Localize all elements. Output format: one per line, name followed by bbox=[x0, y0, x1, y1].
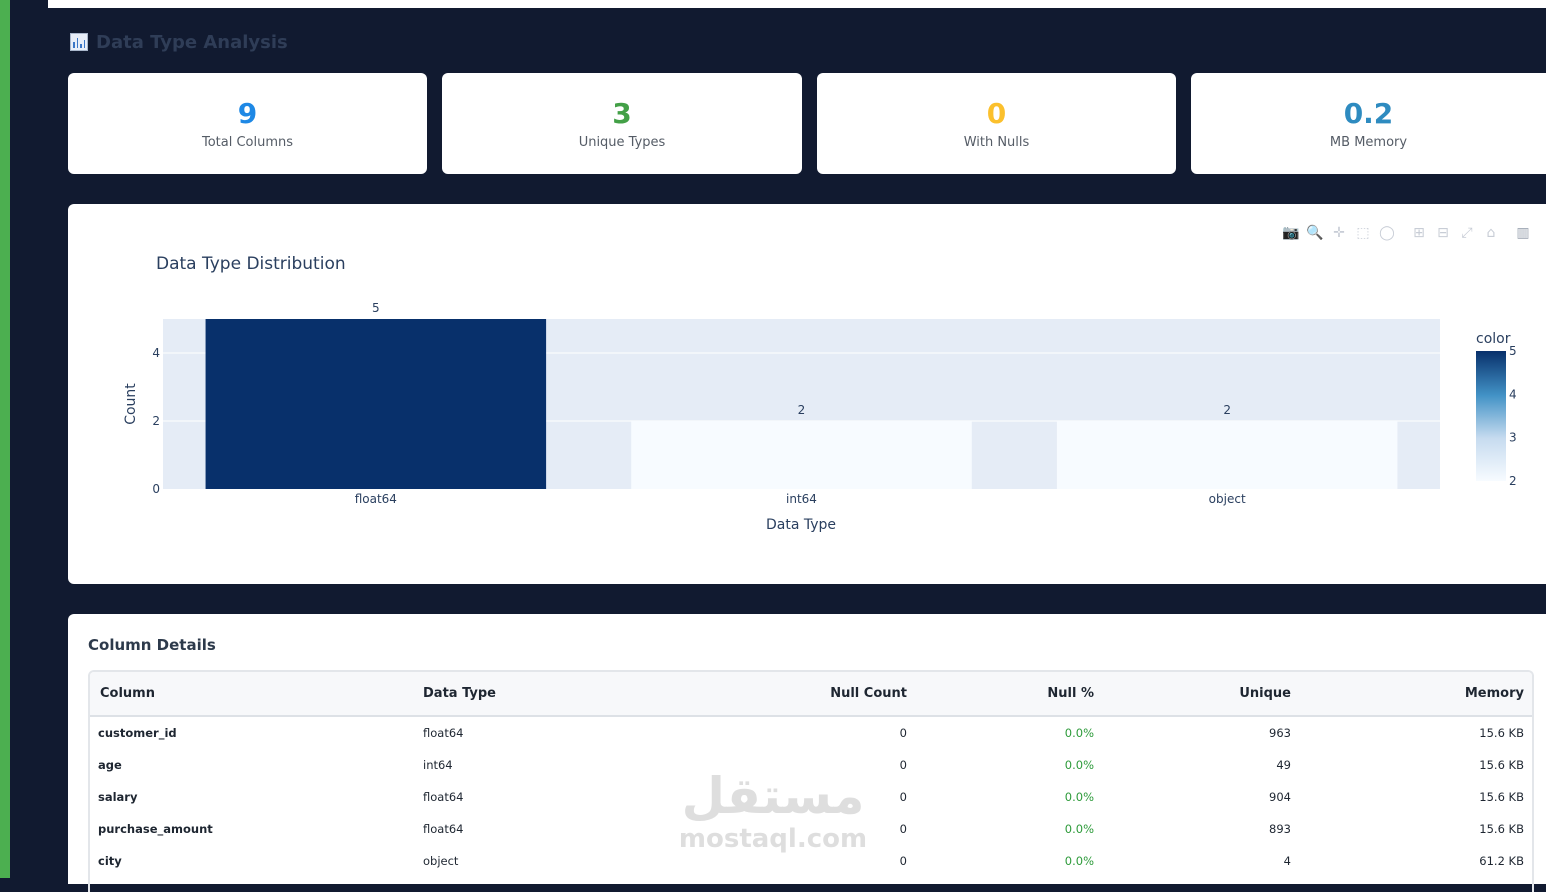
zoom-icon[interactable]: 🔍 bbox=[1306, 225, 1324, 241]
table-row: city object 0 0.0% 4 61.2 KB bbox=[90, 845, 1532, 877]
table-container: Column Data Type Null Count Null % Uniqu… bbox=[88, 670, 1534, 892]
top-panel-edge bbox=[48, 0, 1546, 8]
x-tick-label: int64 bbox=[786, 492, 817, 506]
colorbar-tick-label: 3 bbox=[1509, 431, 1517, 445]
stat-label: Unique Types bbox=[578, 135, 666, 150]
column-details-table: Column Data Type Null Count Null % Uniqu… bbox=[90, 672, 1532, 877]
table-row: purchase_amount float64 0 0.0% 893 15.6 … bbox=[90, 813, 1532, 845]
header-memory[interactable]: Memory bbox=[1464, 686, 1524, 701]
lasso-icon[interactable]: ◯ bbox=[1379, 225, 1395, 241]
zoom-in-icon[interactable]: ⊞ bbox=[1413, 225, 1425, 241]
bar-float64[interactable] bbox=[205, 319, 547, 489]
camera-icon[interactable]: 📷 bbox=[1282, 225, 1300, 241]
cell-null-pct: 0.0% bbox=[1064, 758, 1094, 772]
cell-null-count: 0 bbox=[899, 790, 907, 804]
sidebar-accent-bar bbox=[0, 0, 10, 878]
stat-value: 0 bbox=[986, 97, 1007, 130]
colorbar-tick-label: 2 bbox=[1509, 474, 1517, 488]
stat-value: 9 bbox=[237, 97, 258, 130]
cell-null-pct: 0.0% bbox=[1064, 854, 1094, 868]
table-title: Column Details bbox=[88, 636, 216, 654]
header-unique[interactable]: Unique bbox=[1239, 686, 1291, 701]
bar-chart: Data Type Distribution 0 2 4 5 float64 2 int64… bbox=[123, 254, 1517, 533]
cell-dtype: int64 bbox=[423, 758, 453, 772]
cell-memory: 15.6 KB bbox=[1479, 790, 1524, 804]
zoom-out-icon[interactable]: ⊟ bbox=[1437, 225, 1449, 241]
bar-data-label: 5 bbox=[372, 301, 380, 315]
stat-label: MB Memory bbox=[1329, 135, 1408, 150]
stat-label: With Nulls bbox=[963, 135, 1030, 150]
header-data-type[interactable]: Data Type bbox=[423, 686, 496, 701]
cell-unique: 4 bbox=[1283, 854, 1291, 868]
y-tick-label: 0 bbox=[152, 482, 160, 496]
x-tick-label: object bbox=[1209, 492, 1246, 506]
cell-unique: 963 bbox=[1269, 726, 1291, 740]
stat-card-with-nulls: 0 With Nulls bbox=[817, 73, 1176, 174]
column-details-card: Column Details Column Data Type Null Cou… bbox=[68, 614, 1546, 892]
colorbar-tick-label: 5 bbox=[1509, 344, 1517, 358]
autoscale-icon[interactable]: ⤢ bbox=[1461, 225, 1473, 241]
cell-column: age bbox=[98, 758, 122, 772]
cell-column: city bbox=[98, 854, 122, 868]
bar-object[interactable] bbox=[1056, 421, 1398, 489]
stat-value: 0.2 bbox=[1343, 97, 1394, 130]
header-null-pct[interactable]: Null % bbox=[1047, 686, 1094, 701]
pan-icon[interactable]: ✛ bbox=[1333, 225, 1345, 241]
cell-unique: 49 bbox=[1276, 758, 1291, 772]
x-axis-title: Data Type bbox=[766, 517, 836, 533]
cell-column: purchase_amount bbox=[98, 822, 213, 836]
bar-data-label: 2 bbox=[798, 403, 806, 417]
chart-title: Data Type Distribution bbox=[156, 254, 346, 274]
table-row: salary float64 0 0.0% 904 15.6 KB bbox=[90, 781, 1532, 813]
y-tick-label: 2 bbox=[152, 414, 160, 428]
colorbar bbox=[1476, 351, 1506, 481]
x-tick-label: float64 bbox=[355, 492, 397, 506]
section-title: Data Type Analysis bbox=[96, 31, 288, 53]
cell-memory: 15.6 KB bbox=[1479, 822, 1524, 836]
sidebar-gutter bbox=[10, 0, 48, 878]
cell-column: salary bbox=[98, 790, 138, 804]
cell-memory: 15.6 KB bbox=[1479, 758, 1524, 772]
cell-memory: 15.6 KB bbox=[1479, 726, 1524, 740]
stat-card-memory: 0.2 MB Memory bbox=[1191, 73, 1546, 174]
cell-null-pct: 0.0% bbox=[1064, 790, 1094, 804]
cell-null-count: 0 bbox=[899, 854, 907, 868]
bar-chart-icon bbox=[70, 33, 88, 51]
cell-dtype: float64 bbox=[423, 822, 464, 836]
cell-memory: 61.2 KB bbox=[1479, 854, 1524, 868]
home-icon[interactable]: ⌂ bbox=[1486, 225, 1496, 241]
stat-card-unique-types: 3 Unique Types bbox=[442, 73, 802, 174]
section-header: Data Type Analysis bbox=[70, 30, 288, 54]
table-header-row: Column Data Type Null Count Null % Uniqu… bbox=[90, 672, 1532, 716]
cell-dtype: float64 bbox=[423, 726, 464, 740]
chart-modebar: 📷 🔍 ✛ ⬚ ◯ ⊞ ⊟ ⤢ ⌂ ▥ bbox=[1282, 224, 1532, 242]
table-row: age int64 0 0.0% 49 15.6 KB bbox=[90, 749, 1532, 781]
cell-null-count: 0 bbox=[899, 822, 907, 836]
bar-data-label: 2 bbox=[1223, 403, 1231, 417]
cell-null-pct: 0.0% bbox=[1064, 726, 1094, 740]
chart-card: Data Type Distribution 0 2 4 5 float64 2 int64… bbox=[68, 204, 1546, 584]
header-column[interactable]: Column bbox=[100, 686, 155, 701]
stat-value: 3 bbox=[612, 97, 632, 130]
cell-null-count: 0 bbox=[899, 758, 907, 772]
header-null-count[interactable]: Null Count bbox=[830, 686, 907, 701]
cell-dtype: float64 bbox=[423, 790, 464, 804]
y-tick-label: 4 bbox=[152, 346, 160, 360]
stat-card-total-columns: 9 Total Columns bbox=[68, 73, 427, 174]
table-row: customer_id float64 0 0.0% 963 15.6 KB bbox=[90, 716, 1532, 749]
cell-null-pct: 0.0% bbox=[1064, 822, 1094, 836]
cell-unique: 893 bbox=[1269, 822, 1291, 836]
stat-label: Total Columns bbox=[201, 135, 294, 150]
cell-unique: 904 bbox=[1269, 790, 1291, 804]
cell-null-count: 0 bbox=[899, 726, 907, 740]
plotly-logo-icon[interactable]: ▥ bbox=[1516, 225, 1530, 241]
colorbar-tick-label: 4 bbox=[1509, 387, 1517, 401]
colorbar-title: color bbox=[1476, 331, 1511, 347]
box-select-icon[interactable]: ⬚ bbox=[1356, 225, 1370, 241]
y-axis-title: Count bbox=[123, 383, 139, 425]
cell-dtype: object bbox=[423, 854, 459, 868]
cell-column: customer_id bbox=[98, 726, 177, 740]
bar-int64[interactable] bbox=[631, 421, 972, 489]
